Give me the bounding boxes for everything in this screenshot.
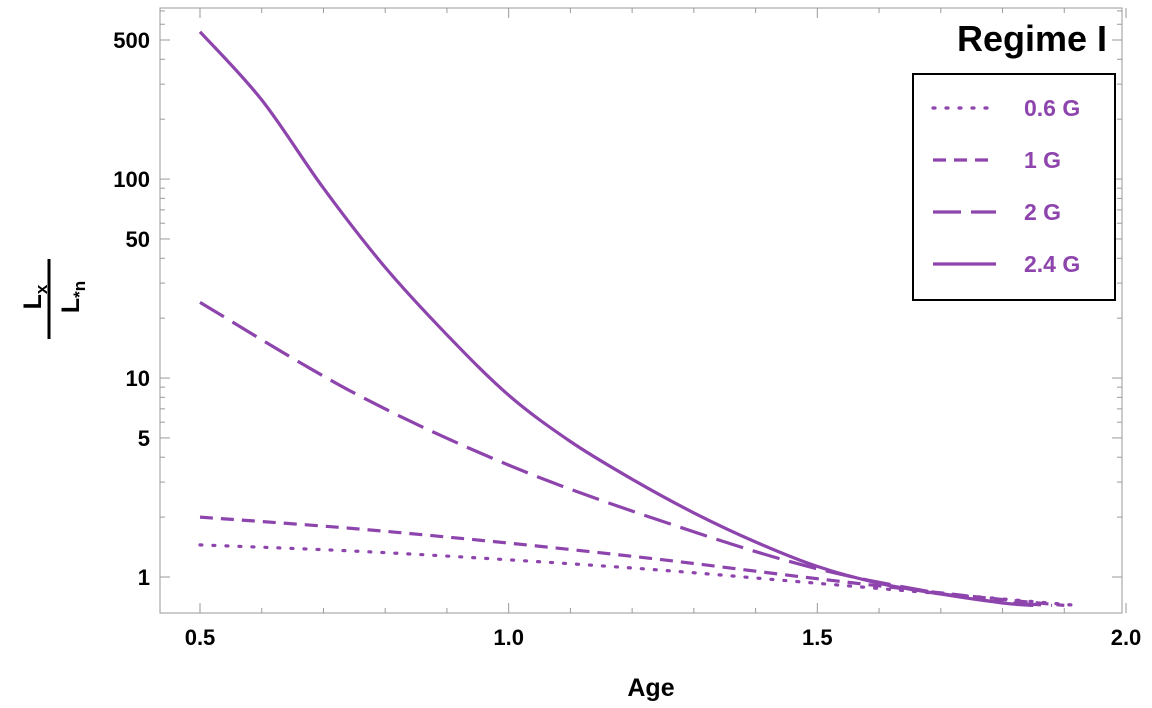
axis-ticks: 0.5 1.0 1.5 2.0 1 5 10 50 100 500 xyxy=(113,8,1141,650)
series-line-2-g xyxy=(199,301,1053,607)
legend-box xyxy=(912,73,1116,301)
y-label-numerator: Lx xyxy=(19,284,51,309)
y-axis-label: Lx L*n xyxy=(19,259,89,339)
legend-label-2-4-g: 2.4 G xyxy=(1024,251,1080,277)
x-tick-label: 1.5 xyxy=(802,625,833,650)
series-group xyxy=(198,30,1079,607)
x-tick-label: 1.0 xyxy=(493,625,524,650)
y-tick-label: 100 xyxy=(113,167,150,192)
y-tick-label: 500 xyxy=(113,28,150,53)
x-tick-label: 2.0 xyxy=(1111,625,1142,650)
regime-label: Regime I xyxy=(957,18,1107,59)
y-tick-label: 1 xyxy=(138,565,150,590)
legend: 0.6 G 1 G 2 G 2.4 G xyxy=(912,73,1116,301)
series-line-2-4-g xyxy=(198,30,1034,607)
y-label-denominator: L*n xyxy=(57,281,89,313)
y-tick-label: 10 xyxy=(126,366,150,391)
plot-frame xyxy=(159,7,1123,614)
legend-label-2-g: 2 G xyxy=(1024,199,1061,225)
legend-label-1-g: 1 G xyxy=(1024,147,1061,173)
legend-label-0-6-g: 0.6 G xyxy=(1024,95,1080,121)
x-tick-label: 0.5 xyxy=(185,625,216,650)
y-tick-label: 50 xyxy=(126,227,150,252)
y-tick-label: 5 xyxy=(138,426,150,451)
x-axis-label: Age xyxy=(627,674,674,702)
